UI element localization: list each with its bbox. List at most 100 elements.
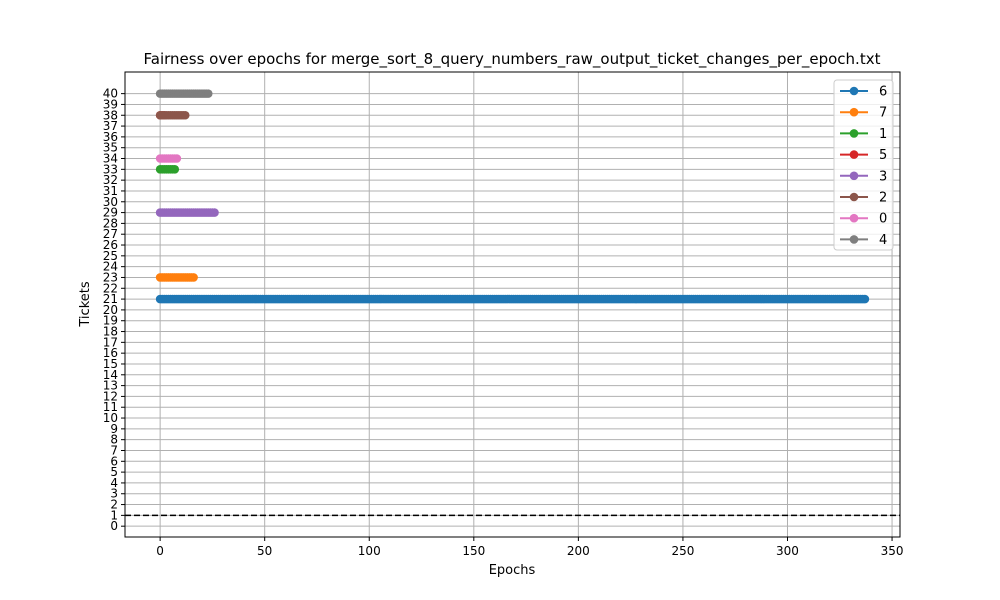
y-tick-label: 12 xyxy=(103,389,118,403)
y-tick-label: 27 xyxy=(103,227,118,241)
y-tick-label: 26 xyxy=(103,238,118,252)
x-tick-label: 350 xyxy=(881,544,904,558)
legend: 6 7 1 5 3 2 0 4 xyxy=(833,79,894,251)
data-point xyxy=(170,165,180,174)
y-tick-label: 7 xyxy=(110,443,118,457)
grid xyxy=(125,72,900,537)
legend-label: 3 xyxy=(879,169,887,184)
data-point xyxy=(172,154,182,163)
y-tick-label: 40 xyxy=(103,87,118,101)
legend-marker xyxy=(849,192,859,202)
legend-items: 6 7 1 5 3 2 0 4 xyxy=(840,85,887,248)
y-tick-label: 1 xyxy=(110,508,118,522)
legend-marker xyxy=(849,235,859,244)
y-tick-label: 39 xyxy=(103,97,118,111)
plot-frame xyxy=(124,71,901,538)
y-tick-label: 21 xyxy=(103,292,118,306)
y-tick-label: 32 xyxy=(103,173,118,187)
y-tick-label: 3 xyxy=(110,487,118,501)
legend-item: 4 xyxy=(840,233,887,248)
y-tick-label: 13 xyxy=(103,379,118,393)
y-axis-ticks: 0123456789101112131415161718192021222324… xyxy=(103,87,125,533)
legend-item: 6 xyxy=(840,85,887,100)
legend-label: 7 xyxy=(879,106,887,121)
legend-item: 7 xyxy=(840,106,887,121)
series-1 xyxy=(155,165,180,174)
y-tick-label: 35 xyxy=(103,141,118,155)
legend-item: 3 xyxy=(840,169,887,184)
y-tick-label: 2 xyxy=(110,498,118,512)
x-tick-label: 200 xyxy=(567,544,590,558)
legend-label: 0 xyxy=(879,212,887,227)
x-tick-label: 50 xyxy=(257,544,272,558)
legend-marker xyxy=(849,86,859,96)
legend-marker xyxy=(849,213,859,223)
y-tick-label: 0 xyxy=(110,519,118,533)
legend-marker xyxy=(849,150,859,159)
y-tick-label: 20 xyxy=(103,303,118,317)
y-tick-label: 29 xyxy=(103,206,118,220)
legend-label: 6 xyxy=(879,85,887,100)
y-tick-label: 14 xyxy=(103,368,118,382)
series-7 xyxy=(155,273,198,282)
data-point xyxy=(180,110,190,120)
y-tick-label: 25 xyxy=(103,249,118,263)
x-axis-ticks: 0 50 100 150 200 250 300 350 xyxy=(156,537,904,558)
y-tick-label: 24 xyxy=(103,260,118,274)
x-tick-label: 300 xyxy=(776,544,799,558)
legend-box xyxy=(833,79,894,251)
series-2 xyxy=(155,110,190,120)
legend-label: 4 xyxy=(879,233,887,248)
y-tick-label: 19 xyxy=(103,314,118,328)
legend-label: 2 xyxy=(879,191,887,206)
series-layer xyxy=(155,89,870,304)
legend-item: 1 xyxy=(840,127,887,142)
y-tick-label: 37 xyxy=(103,119,118,133)
y-tick-label: 38 xyxy=(103,108,118,122)
y-tick-label: 17 xyxy=(103,335,118,349)
y-tick-label: 34 xyxy=(103,152,118,166)
y-tick-label: 33 xyxy=(103,162,118,176)
legend-item: 0 xyxy=(840,212,887,227)
y-axis-label: Tickets xyxy=(78,281,93,327)
y-tick-label: 9 xyxy=(110,422,118,436)
x-tick-label: 0 xyxy=(156,544,164,558)
y-tick-label: 30 xyxy=(103,195,118,209)
y-tick-label: 31 xyxy=(103,184,118,198)
series-4 xyxy=(155,89,213,98)
y-tick-label: 22 xyxy=(103,281,118,295)
x-tick-label: 100 xyxy=(358,544,381,558)
y-tick-label: 10 xyxy=(103,411,118,425)
data-point xyxy=(189,273,198,282)
series-6 xyxy=(155,294,870,304)
y-tick-label: 28 xyxy=(103,216,118,230)
y-tick-label: 15 xyxy=(103,357,118,371)
y-tick-label: 23 xyxy=(103,270,118,284)
legend-label: 5 xyxy=(879,148,887,163)
chart-title: Fairness over epochs for merge_sort_8_qu… xyxy=(144,50,881,69)
x-tick-label: 150 xyxy=(462,544,485,558)
y-tick-label: 6 xyxy=(110,454,118,468)
y-tick-label: 16 xyxy=(103,346,118,360)
data-point xyxy=(210,208,219,217)
y-tick-label: 11 xyxy=(103,400,118,414)
x-axis-label: Epochs xyxy=(489,563,536,578)
y-tick-label: 4 xyxy=(110,476,118,490)
legend-label: 1 xyxy=(879,127,887,142)
legend-item: 2 xyxy=(840,191,887,206)
legend-marker xyxy=(849,171,859,181)
data-point xyxy=(860,294,870,304)
y-tick-label: 5 xyxy=(110,465,118,479)
series-0 xyxy=(155,154,182,163)
plot-background xyxy=(125,72,900,537)
y-tick-label: 8 xyxy=(110,433,118,447)
x-tick-label: 250 xyxy=(671,544,694,558)
y-tick-label: 18 xyxy=(103,325,118,339)
y-tick-label: 36 xyxy=(103,130,118,144)
data-point xyxy=(203,89,213,98)
series-3 xyxy=(155,208,219,217)
legend-marker xyxy=(849,129,859,138)
legend-item: 5 xyxy=(840,148,887,163)
legend-marker xyxy=(849,107,859,117)
